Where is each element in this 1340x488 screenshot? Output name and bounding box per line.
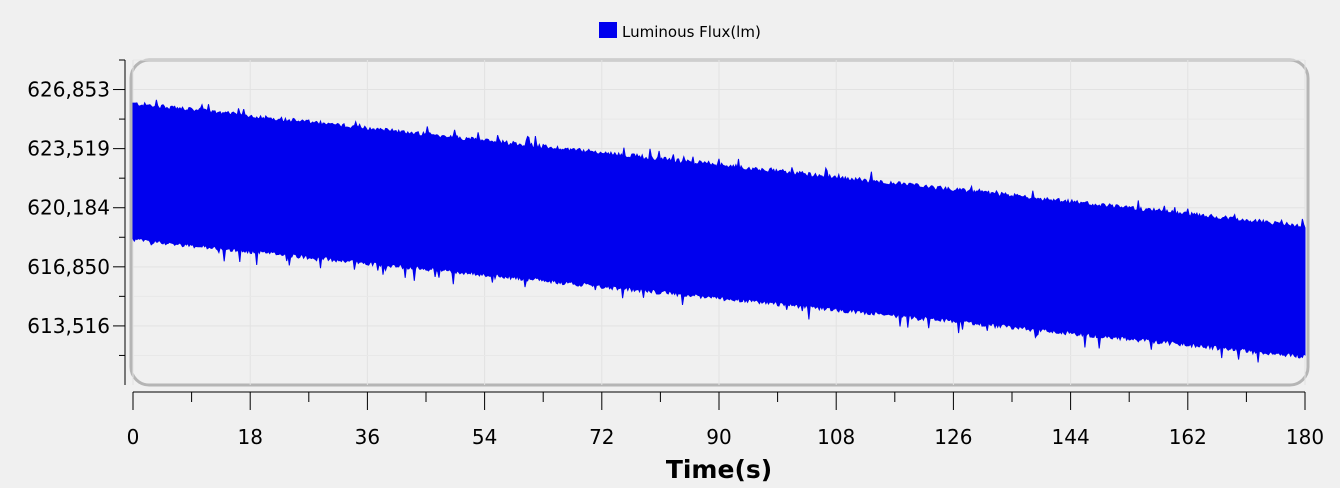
- y-tick-label: 613,516: [27, 314, 110, 338]
- y-tick-label: 616,850: [27, 255, 110, 279]
- x-tick-label: 108: [817, 425, 855, 449]
- y-axis-ticks: 626,853 623,519 620,184 616,850 613,516: [27, 59, 125, 356]
- x-axis-ticks: 0 18 36 54 72 90 108 126 144 162 180: [127, 392, 1324, 449]
- series-band-luminous-flux: [132, 99, 1306, 363]
- legend: Luminous Flux(lm): [599, 22, 761, 41]
- x-tick-label: 0: [127, 425, 140, 449]
- x-tick-label: 72: [589, 425, 614, 449]
- x-tick-label: 126: [934, 425, 972, 449]
- x-tick-label: 18: [237, 425, 262, 449]
- x-axis-label: Time(s): [666, 455, 772, 484]
- legend-swatch-luminous-flux: [599, 22, 617, 38]
- x-tick-label: 90: [706, 425, 731, 449]
- x-tick-label: 144: [1052, 425, 1090, 449]
- x-tick-label: 180: [1286, 425, 1324, 449]
- x-tick-label: 54: [472, 425, 497, 449]
- legend-label-luminous-flux: Luminous Flux(lm): [622, 23, 761, 41]
- y-tick-label: 620,184: [27, 196, 110, 220]
- y-tick-label: 626,853: [27, 78, 110, 102]
- y-tick-label: 623,519: [27, 137, 110, 161]
- x-tick-label: 36: [355, 425, 380, 449]
- series-luminous-flux: [132, 99, 1306, 363]
- x-tick-label: 162: [1169, 425, 1207, 449]
